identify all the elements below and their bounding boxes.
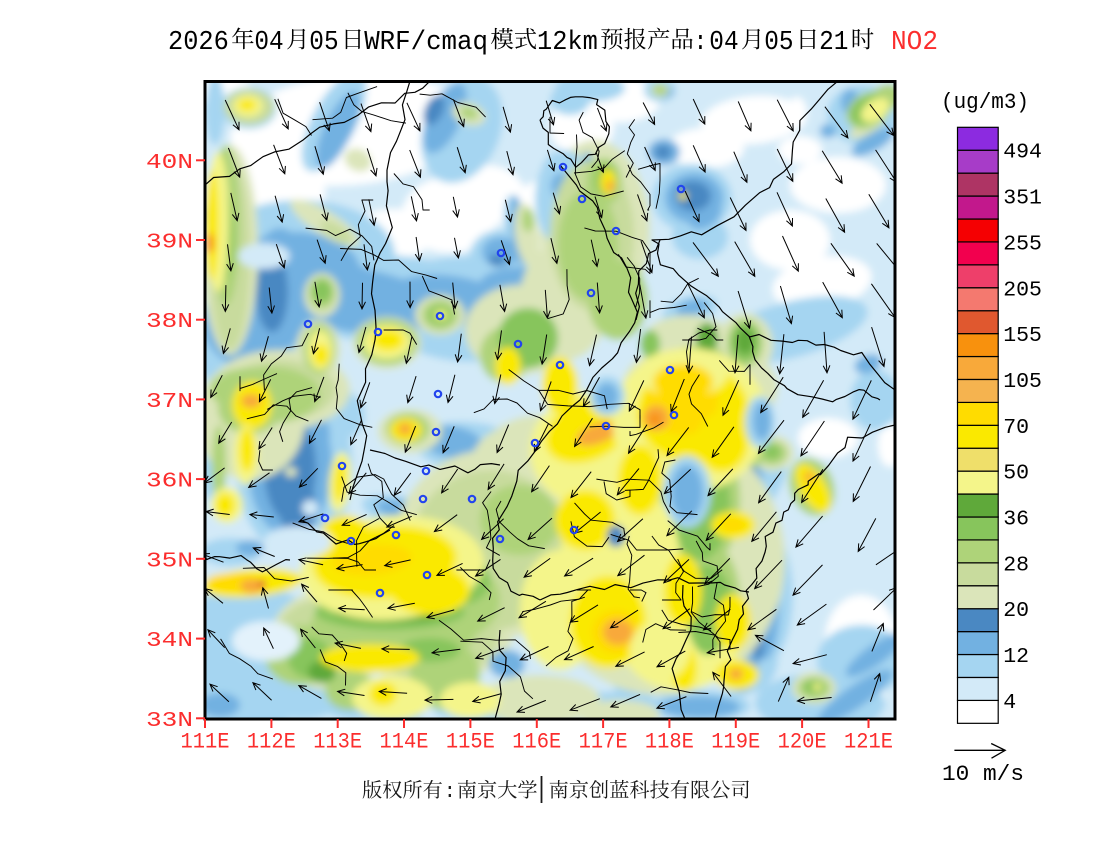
svg-text:10 m/s: 10 m/s: [942, 762, 1024, 787]
svg-text:35N: 35N: [146, 549, 193, 573]
svg-text:155: 155: [1003, 324, 1042, 348]
svg-text:38N: 38N: [146, 310, 193, 334]
svg-text:39N: 39N: [146, 231, 193, 255]
svg-text::: :: [444, 781, 456, 804]
svg-text:114E: 114E: [380, 729, 429, 755]
svg-text:115E: 115E: [446, 729, 495, 755]
svg-text:113E: 113E: [313, 729, 362, 755]
svg-text::: :: [694, 27, 708, 57]
svg-text:351: 351: [1003, 187, 1042, 211]
svg-text:2026: 2026: [168, 27, 229, 57]
svg-text:40N: 40N: [146, 151, 193, 175]
svg-text:255: 255: [1003, 232, 1042, 256]
svg-text:105: 105: [1003, 370, 1042, 394]
svg-text:205: 205: [1003, 278, 1042, 302]
svg-text:05: 05: [764, 27, 793, 57]
svg-text:34N: 34N: [146, 629, 193, 653]
svg-text:111E: 111E: [181, 729, 230, 755]
svg-text:12: 12: [1003, 645, 1029, 669]
svg-text:21: 21: [819, 27, 848, 57]
svg-text:112E: 112E: [247, 729, 296, 755]
svg-text:04: 04: [709, 27, 738, 57]
svg-text:(ug/m3): (ug/m3): [941, 90, 1029, 115]
svg-text:494: 494: [1003, 141, 1042, 165]
svg-text:28: 28: [1003, 553, 1029, 577]
svg-text:121E: 121E: [844, 729, 893, 755]
svg-text:20: 20: [1003, 599, 1029, 623]
svg-text:05: 05: [309, 27, 338, 57]
svg-text:04: 04: [254, 27, 283, 57]
svg-text:70: 70: [1003, 416, 1029, 440]
svg-text:36N: 36N: [146, 470, 193, 494]
svg-text:116E: 116E: [512, 729, 561, 755]
svg-text:37N: 37N: [146, 390, 193, 414]
svg-text:119E: 119E: [711, 729, 760, 755]
svg-text:NO2: NO2: [891, 27, 938, 57]
svg-text:33N: 33N: [146, 709, 193, 733]
svg-text:12km: 12km: [537, 27, 598, 57]
svg-text:36: 36: [1003, 508, 1029, 532]
svg-text:4: 4: [1003, 691, 1016, 715]
svg-text:118E: 118E: [645, 729, 694, 755]
svg-text:50: 50: [1003, 462, 1029, 486]
svg-text:WRF/cmaq: WRF/cmaq: [364, 27, 488, 57]
svg-text:120E: 120E: [778, 729, 827, 755]
svg-text:117E: 117E: [579, 729, 628, 755]
